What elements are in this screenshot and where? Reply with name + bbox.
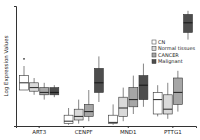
box-body: [74, 109, 83, 120]
box-body: [20, 76, 29, 90]
box: [84, 90, 93, 121]
box-body: [50, 88, 59, 95]
box: [94, 56, 103, 102]
y-axis-title: Log Expression Values: [3, 35, 10, 96]
x-tick: CENPF: [75, 126, 93, 135]
box: [74, 100, 83, 124]
median: [184, 22, 193, 23]
median: [163, 109, 172, 110]
x-tick-label: MND1: [120, 129, 137, 135]
box: [139, 64, 148, 107]
median: [40, 92, 49, 93]
median: [139, 85, 148, 86]
box-body: [40, 88, 49, 95]
median: [20, 82, 29, 83]
median: [50, 92, 59, 93]
legend-item: CANCER: [152, 52, 179, 58]
box-body: [184, 14, 193, 32]
box: [64, 108, 73, 125]
box: [20, 58, 29, 90]
y-axis: [14, 7, 17, 127]
box-body: [153, 92, 162, 114]
legend-item: Normal tissues: [152, 45, 195, 51]
legend-item: Malignant: [152, 58, 183, 65]
x-tick-mark: [83, 126, 84, 128]
box: [163, 83, 172, 119]
box-body: [163, 95, 172, 114]
x-axis-line: [17, 127, 197, 129]
marks: [20, 11, 193, 125]
box: [50, 85, 59, 97]
x-tick: ART3: [32, 126, 47, 135]
x-axis: ART3 CENPF MND1 PTTG1: [17, 126, 197, 135]
legend-swatch: [152, 60, 156, 64]
x-tick-mark: [39, 126, 40, 128]
box: [119, 88, 128, 122]
box: [153, 85, 162, 116]
legend: CNNormal tissuesCANCERMalignant: [152, 39, 195, 66]
box: [173, 71, 182, 112]
box: [129, 76, 138, 114]
box-body: [129, 88, 138, 107]
outlier: [23, 58, 25, 60]
box-body: [173, 78, 182, 104]
median: [153, 99, 162, 100]
x-tick-label: CENPF: [75, 129, 93, 135]
median: [64, 121, 73, 122]
plot: ART3 CENPF MND1 PTTG1: [14, 7, 197, 136]
box-body: [84, 104, 93, 116]
x-tick: MND1: [120, 126, 137, 135]
box: [184, 11, 193, 40]
median: [173, 92, 182, 93]
box-body: [109, 115, 118, 123]
median: [119, 108, 128, 109]
legend-label: CANCER: [158, 52, 179, 58]
x-tick-mark: [128, 126, 129, 128]
y-axis-line: [14, 7, 17, 127]
box-body: [139, 76, 148, 100]
x-tick-label: ART3: [32, 129, 47, 135]
box-body: [94, 68, 103, 92]
box-body: [64, 115, 73, 123]
box-body: [119, 97, 128, 116]
legend-swatch: [152, 47, 156, 51]
median: [109, 122, 118, 123]
legend-label: Malignant: [158, 58, 183, 65]
legend-label: Normal tissues: [158, 45, 195, 51]
legend-item: CN: [152, 39, 165, 45]
x-tick-mark: [172, 126, 173, 128]
box: [40, 83, 49, 100]
median: [94, 82, 103, 83]
median: [30, 87, 39, 88]
x-tick-label: PTTG1: [164, 129, 182, 135]
chart: ART3 CENPF MND1 PTTG1 Log Expression Values C…: [0, 0, 200, 140]
legend-label: CN: [158, 39, 165, 45]
legend-swatch: [152, 53, 156, 57]
box: [109, 104, 118, 124]
median: [74, 116, 83, 117]
box: [30, 78, 39, 95]
x-tick: PTTG1: [164, 126, 182, 135]
median: [84, 111, 93, 112]
box-body: [30, 83, 39, 91]
median: [129, 99, 138, 100]
legend-swatch: [152, 40, 156, 44]
